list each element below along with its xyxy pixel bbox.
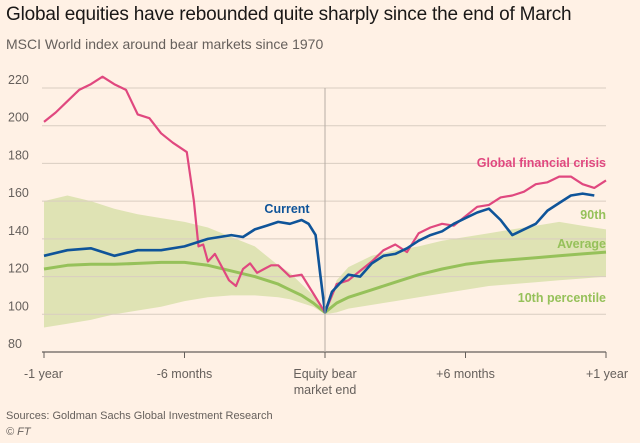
x-tick-label-line: Equity bear <box>293 367 356 381</box>
y-tick-label: 160 <box>8 186 29 200</box>
gridlines: 80 100 120 140 160 180 200 220 <box>8 73 606 353</box>
annotation-label: Average <box>557 237 606 251</box>
annotation-label: 90th <box>580 208 606 222</box>
chart-subtitle: MSCI World index around bear markets sin… <box>6 36 324 52</box>
gfc-line <box>43 75 607 314</box>
chart-title: Global equities have rebounded quite sha… <box>6 4 572 25</box>
source-note: Sources: Goldman Sachs Global Investment… <box>6 410 273 422</box>
y-tick-label: 180 <box>8 148 29 162</box>
x-tick-label-line: market end <box>294 383 357 397</box>
y-tick-label: 220 <box>8 73 29 87</box>
x-tick-label: Equity bear market end <box>293 367 356 397</box>
y-tick-label: 120 <box>8 262 29 276</box>
annotation-label: 10th percentile <box>518 291 606 305</box>
annotation-label: Global financial crisis <box>477 156 606 170</box>
annotations: Current Global financial crisis 90th Averag… <box>264 156 606 305</box>
x-tick-label: +6 months <box>436 367 495 381</box>
credit-note: © FT <box>6 426 31 438</box>
annotation-label: Current <box>264 202 310 216</box>
current-line <box>43 192 595 314</box>
y-tick-label: 140 <box>8 224 29 238</box>
x-tick-label: -1 year <box>24 367 63 381</box>
percentile-band-layer <box>44 195 606 328</box>
percentile-band <box>44 195 606 328</box>
y-tick-label: 80 <box>8 337 22 351</box>
line-chart: 80 100 120 140 160 180 200 220 -1 year -6 months… <box>8 73 628 397</box>
axes: -1 year -6 months Equity bear market end +6 … <box>24 88 628 397</box>
average-line <box>43 250 607 314</box>
x-tick-label: -6 months <box>157 367 213 381</box>
y-tick-label: 200 <box>8 111 29 125</box>
series-layer <box>43 75 607 314</box>
y-tick-label: 100 <box>8 299 29 313</box>
x-tick-label: +1 year <box>586 367 628 381</box>
